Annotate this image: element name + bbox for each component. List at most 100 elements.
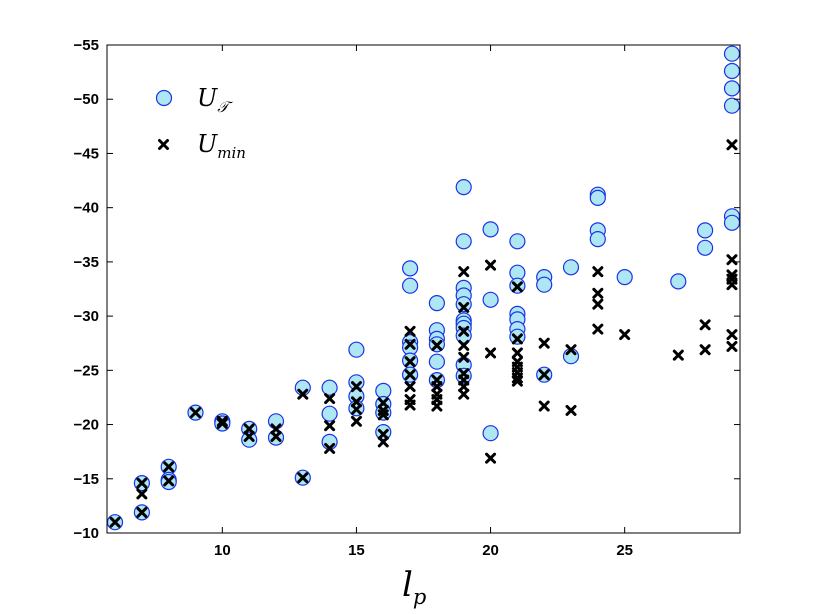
point-u-min-74 (726, 254, 738, 266)
chart-marks (106, 45, 741, 531)
x-tick-label-10: 10 (214, 542, 231, 559)
point-u-t-52 (509, 233, 526, 250)
point-u-t-49 (482, 221, 499, 238)
point-u-t-39 (455, 233, 472, 250)
point-u-t-67 (589, 231, 606, 248)
point-u-min-71 (699, 319, 711, 331)
point-u-min-24 (377, 409, 389, 421)
y-tick-label--20: −20 (74, 417, 99, 434)
point-u-min-65 (592, 266, 604, 278)
legend-label-u-t: U𝒯 (197, 84, 233, 116)
legend-marker-u-min (158, 139, 169, 150)
point-u-t-68 (616, 269, 633, 286)
legend-marker-u-t (155, 89, 173, 107)
point-u-min-63 (565, 344, 577, 356)
axis-ticks: 10 15 20 25 −10 −15 −20 −25 −30 −35 −40 −45 −50 −55 (74, 37, 740, 559)
point-u-t-15 (321, 379, 338, 396)
point-u-min-51 (485, 452, 497, 464)
point-u-t-32 (428, 295, 445, 312)
point-u-min-3 (136, 506, 148, 518)
plot-area-border (106, 44, 741, 534)
point-u-t-48 (455, 367, 472, 384)
point-u-min-49 (485, 259, 497, 271)
legend-label-u-min: Umin (197, 130, 246, 162)
point-u-t-70 (696, 222, 714, 239)
point-u-min-40 (458, 266, 470, 278)
point-u-min-10 (243, 430, 255, 442)
point-u-min-64 (565, 404, 577, 416)
point-u-min-43 (458, 339, 470, 351)
point-u-min-47 (458, 381, 470, 393)
point-u-min-68 (592, 323, 604, 335)
point-u-min-67 (592, 298, 604, 310)
point-u-t-58 (509, 328, 526, 345)
point-u-min-2 (136, 488, 148, 500)
point-u-min-66 (592, 287, 604, 299)
point-u-t-26 (402, 260, 419, 277)
point-u-t-60 (536, 276, 553, 293)
point-u-t-75 (723, 97, 741, 114)
point-u-min-31 (404, 381, 416, 393)
point-u-t-51 (482, 425, 499, 442)
point-u-t-25 (375, 424, 392, 441)
point-u-min-52 (511, 281, 523, 293)
point-u-t-36 (428, 353, 445, 370)
point-u-min-42 (458, 325, 470, 337)
point-u-min-48 (458, 388, 470, 400)
point-u-t-62 (562, 259, 580, 276)
y-tick-label--55: −55 (74, 37, 99, 54)
point-u-min-9 (243, 423, 255, 435)
point-u-min-72 (699, 344, 711, 356)
point-u-min-25 (377, 428, 389, 440)
y-tick-label--40: −40 (74, 200, 99, 217)
plot-frame (106, 44, 741, 534)
x-axis-title: lp (402, 565, 426, 609)
point-u-t-16 (321, 405, 338, 422)
point-u-min-53 (511, 333, 523, 345)
point-u-t-42 (455, 296, 472, 313)
point-u-t-69 (670, 273, 687, 290)
y-tick-label--30: −30 (74, 308, 99, 325)
point-u-t-73 (723, 62, 741, 80)
y-tick-label--25: −25 (74, 362, 99, 379)
point-u-min-0 (109, 516, 121, 528)
y-tick-label--10: −10 (74, 525, 99, 542)
point-u-min-19 (350, 396, 362, 408)
point-u-min-26 (377, 436, 389, 448)
point-u-t-11 (267, 413, 285, 430)
point-u-t-71 (696, 239, 714, 256)
point-u-min-50 (485, 347, 497, 359)
point-u-min-22 (377, 397, 389, 409)
point-u-min-73 (726, 139, 738, 151)
point-u-min-29 (404, 356, 416, 368)
point-u-min-12 (270, 430, 282, 442)
point-u-min-79 (726, 340, 738, 352)
point-u-t-65 (589, 189, 606, 206)
y-tick-label--50: −50 (74, 91, 99, 108)
point-u-min-11 (270, 423, 282, 435)
point-u-t-10 (241, 431, 258, 448)
point-u-t-27 (402, 277, 419, 294)
point-u-min-27 (404, 325, 416, 337)
point-u-min-62 (538, 400, 550, 412)
point-u-min-6 (190, 407, 202, 419)
y-tick-label--35: −35 (74, 254, 99, 271)
point-u-min-70 (672, 349, 684, 361)
point-u-min-77 (726, 279, 738, 291)
point-u-t-77 (723, 214, 741, 231)
point-u-min-36 (431, 381, 443, 393)
point-u-min-21 (350, 415, 362, 427)
point-u-min-41 (458, 301, 470, 313)
point-u-min-13 (297, 388, 309, 400)
point-u-min-17 (324, 442, 336, 454)
point-u-min-20 (350, 403, 362, 415)
point-u-min-61 (538, 369, 550, 381)
point-u-min-28 (404, 338, 416, 350)
point-u-min-39 (431, 400, 443, 412)
point-u-min-78 (726, 329, 738, 341)
point-u-min-1 (136, 477, 148, 489)
point-u-min-5 (163, 475, 175, 487)
point-u-min-16 (324, 420, 336, 432)
y-tick-label--45: −45 (74, 145, 99, 162)
